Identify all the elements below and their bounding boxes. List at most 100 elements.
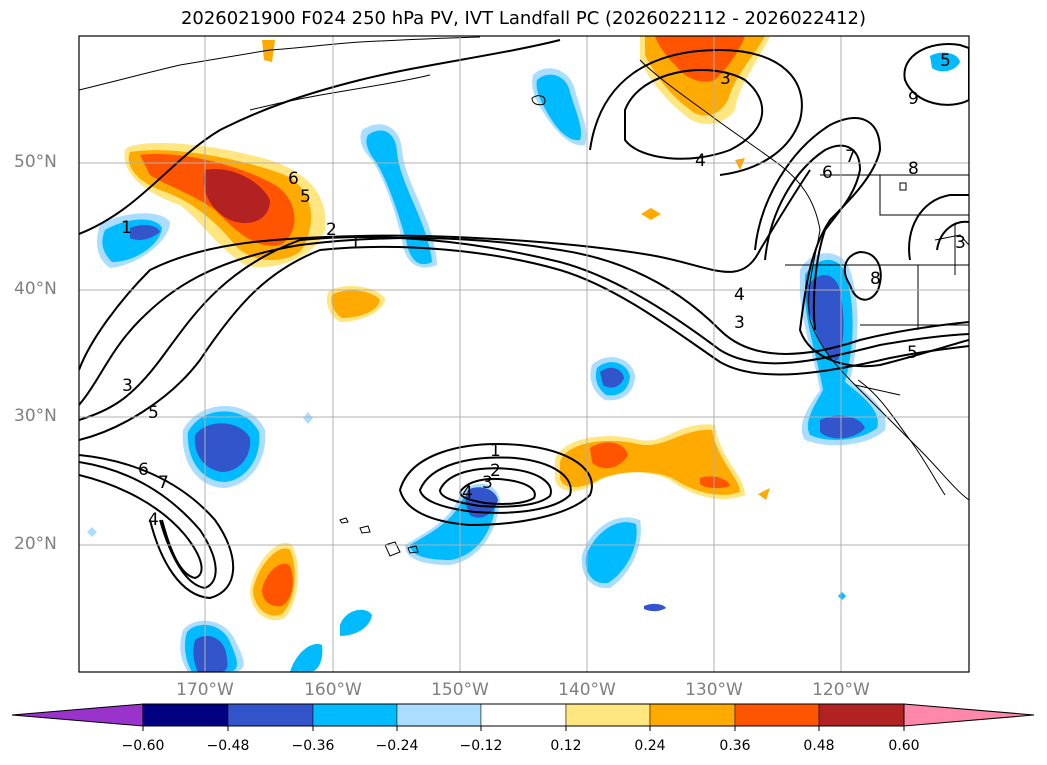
contour-labels: 1 6 5 2 1 3 3 4 4 3 6 5 7 8 9 8 5 3 5 6 … xyxy=(121,51,966,530)
contour-label: 5 xyxy=(148,403,159,423)
negative-anomaly-region xyxy=(806,275,844,361)
contour-label: 5 xyxy=(300,187,311,207)
positive-anomaly-region xyxy=(590,442,628,469)
lon-label: 160°W xyxy=(304,680,362,700)
contour-label: 5 xyxy=(907,343,918,363)
contour-label: 7 xyxy=(158,473,169,493)
contour-label: 2 xyxy=(326,220,337,240)
island xyxy=(384,541,401,557)
positive-anomaly-region xyxy=(758,488,770,500)
negative-anomaly-region xyxy=(194,423,251,472)
negative-anomaly-region xyxy=(536,74,581,141)
border-line xyxy=(879,175,969,216)
colorbar-segment xyxy=(565,703,651,727)
positive-anomaly-region xyxy=(655,36,745,82)
island xyxy=(359,525,371,534)
colorbar-segment xyxy=(227,703,314,727)
negative-anomaly-region xyxy=(303,412,313,424)
lon-label: 120°W xyxy=(812,680,870,700)
contour-label: 4 xyxy=(462,483,473,503)
negative-anomaly-region xyxy=(585,522,637,584)
contour-line xyxy=(754,117,969,368)
colorbar-segment xyxy=(649,703,736,727)
colorbar-tick-label: 0.48 xyxy=(803,738,835,754)
colorbar-tick-label: −0.48 xyxy=(206,738,250,754)
contour-line xyxy=(903,43,969,106)
colorbar-segment xyxy=(734,703,820,727)
contour-line xyxy=(458,477,536,505)
coastline xyxy=(79,36,481,91)
colorbar-tick-label: 0.36 xyxy=(719,738,751,754)
lat-label: 40°N xyxy=(14,279,57,299)
colorbar-tick-label: 0.60 xyxy=(888,738,920,754)
contour-line xyxy=(79,461,217,590)
lon-label: 150°W xyxy=(431,680,489,700)
contour-label: 3 xyxy=(955,233,966,253)
map-frame xyxy=(78,35,970,673)
lon-label: 140°W xyxy=(558,680,616,700)
contour-label: 1 xyxy=(350,233,361,253)
contour-label: 8 xyxy=(870,269,881,289)
contour-label: 9 xyxy=(908,89,919,109)
contour-line xyxy=(79,245,969,441)
contour-label: 3 xyxy=(482,473,493,493)
contour-line xyxy=(936,220,969,251)
colorbar-segment xyxy=(480,703,567,727)
positive-anomaly-region xyxy=(331,290,380,318)
ivt-contours xyxy=(79,39,969,600)
colorbar-tick-label: −0.24 xyxy=(375,738,419,754)
contour-label: 5 xyxy=(940,51,951,71)
contour-line xyxy=(589,48,803,176)
colorbar-arrow-high xyxy=(903,703,1035,727)
gridlines xyxy=(79,36,969,672)
negative-anomaly-region xyxy=(644,603,666,612)
contour-label: 3 xyxy=(720,69,731,89)
colorbar-tick-label: −0.36 xyxy=(291,738,335,754)
colorbar xyxy=(11,703,1035,731)
negative-anomaly-region xyxy=(340,609,372,636)
contour-label: 3 xyxy=(122,376,133,396)
lat-label: 50°N xyxy=(14,152,57,172)
negative-anomaly-region xyxy=(820,415,865,439)
positive-anomaly-region xyxy=(700,476,730,489)
negative-anomaly-region xyxy=(930,52,960,72)
contour-label: 8 xyxy=(908,159,919,179)
contour-line xyxy=(79,474,203,580)
negative-anomaly-region xyxy=(838,592,846,600)
contour-label: 4 xyxy=(148,510,159,530)
colorbar-segment xyxy=(312,703,398,727)
contour-line xyxy=(79,169,811,371)
contour-label: 2 xyxy=(490,461,501,481)
positive-anomaly-region xyxy=(203,169,270,224)
contour-line xyxy=(624,69,764,160)
negative-anomaly-region xyxy=(130,225,160,240)
negative-anomaly-region xyxy=(87,527,97,537)
contour-line xyxy=(843,250,882,301)
colorbar-arrow-low xyxy=(11,703,144,727)
lon-label: 170°W xyxy=(176,680,234,700)
positive-anomaly-region xyxy=(262,40,275,62)
contour-label: 1 xyxy=(490,441,501,461)
contour-line xyxy=(418,456,572,514)
coastline xyxy=(249,74,431,111)
island xyxy=(531,95,546,106)
positive-anomaly-region xyxy=(735,158,745,170)
contour-line xyxy=(79,237,969,406)
island xyxy=(339,517,349,524)
coastline xyxy=(857,379,946,496)
island xyxy=(899,182,907,191)
contour-label: 4 xyxy=(734,285,745,305)
negative-anomaly-region xyxy=(600,367,624,388)
border-line xyxy=(854,384,901,396)
lat-label: 30°N xyxy=(14,406,57,426)
colorbar-tick-label: −0.60 xyxy=(121,738,165,754)
island xyxy=(407,545,419,554)
contour-label: 7 xyxy=(845,147,856,167)
colorbar-tick-label: −0.12 xyxy=(459,738,503,754)
positive-anomaly-region xyxy=(641,208,661,220)
contour-line xyxy=(764,144,862,331)
contour-line xyxy=(79,454,235,600)
negative-anomaly-region xyxy=(366,130,432,265)
positive-anomaly-region xyxy=(262,563,293,607)
